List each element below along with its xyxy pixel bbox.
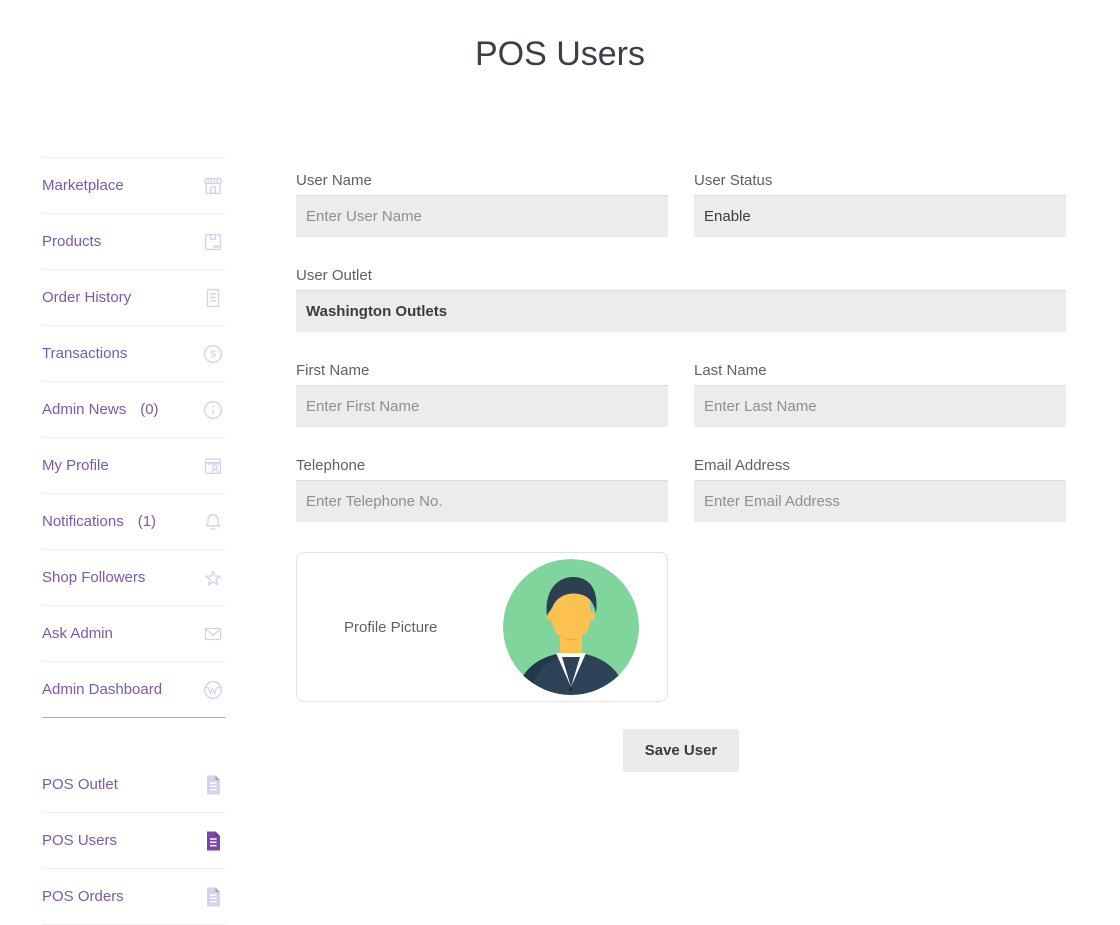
sidebar-item-my-profile[interactable]: My Profile — [42, 438, 225, 494]
sidebar-item-label: Order History — [42, 289, 132, 306]
user-name-label: User Name — [296, 172, 372, 189]
last-name-field-group: Last Name — [694, 362, 1066, 427]
sidebar-item-label: POS Users — [42, 832, 118, 849]
sidebar-pos-list: POS Outlet POS Users POS Orders — [42, 757, 225, 925]
sidebar-item-ask-admin[interactable]: Ask Admin — [42, 606, 225, 662]
sidebar-item-pos-orders[interactable]: POS Orders — [42, 869, 225, 925]
sidebar-item-label: Transactions — [42, 345, 128, 362]
email-address-field-group: Email Address — [694, 457, 1066, 522]
sidebar-item-label: Notifications — [42, 513, 124, 530]
pos-user-form: User Name User Status Enable User Outlet… — [296, 172, 1066, 772]
sidebar-item-transactions[interactable]: Transactions — [42, 326, 225, 382]
form-row: First Name Last Name — [296, 362, 1066, 427]
user-status-field-group: User Status Enable — [694, 172, 1066, 237]
sidebar-item-pos-users[interactable]: POS Users — [42, 813, 225, 869]
sidebar-item-products[interactable]: Products — [42, 214, 225, 270]
form-row: User Name User Status Enable — [296, 172, 1066, 237]
profile-badge-icon — [201, 454, 225, 478]
sidebar-item-label: POS Outlet — [42, 776, 118, 793]
sidebar-item-label: Ask Admin — [42, 625, 113, 642]
wordpress-icon — [201, 678, 225, 702]
page-title: POS Users — [474, 34, 646, 73]
product-box-icon — [201, 230, 225, 254]
profile-picture-card: Profile Picture — [296, 552, 668, 702]
dollar-circle-icon — [201, 342, 225, 366]
user-outlet-field-group: User Outlet Washington Outlets — [296, 267, 1066, 332]
sidebar-item-pos-outlet[interactable]: POS Outlet — [42, 757, 225, 813]
telephone-input[interactable] — [296, 480, 668, 522]
sidebar-item-order-history[interactable]: Order History — [42, 270, 225, 326]
sidebar: Marketplace Products Order History Transact… — [42, 157, 225, 925]
user-status-select[interactable]: Enable — [694, 195, 1066, 237]
user-outlet-select[interactable]: Washington Outlets — [296, 290, 1066, 332]
sidebar-main-list: Marketplace Products Order History Transact… — [42, 157, 225, 718]
sidebar-item-notifications[interactable]: Notifications (1) — [42, 494, 225, 550]
sidebar-item-label: Products — [42, 233, 102, 250]
storefront-icon — [201, 174, 225, 198]
sidebar-item-admin-dashboard[interactable]: Admin Dashboard — [42, 662, 225, 718]
email-address-input[interactable] — [694, 480, 1066, 522]
form-row: User Outlet Washington Outlets — [296, 267, 1066, 332]
form-row: Telephone Email Address — [296, 457, 1066, 522]
first-name-field-group: First Name — [296, 362, 668, 427]
user-name-field-group: User Name — [296, 172, 668, 237]
sidebar-item-marketplace[interactable]: Marketplace — [42, 158, 225, 214]
first-name-input[interactable] — [296, 385, 668, 427]
file-icon — [201, 885, 225, 909]
sidebar-item-label: Admin Dashboard — [42, 681, 163, 698]
email-address-label: Email Address — [694, 457, 790, 474]
info-circle-icon — [201, 398, 225, 422]
profile-avatar-image[interactable] — [503, 559, 639, 695]
last-name-label: Last Name — [694, 362, 767, 379]
file-icon — [201, 773, 225, 797]
sidebar-item-shop-followers[interactable]: Shop Followers — [42, 550, 225, 606]
last-name-input[interactable] — [694, 385, 1066, 427]
sidebar-item-label: POS Orders — [42, 888, 124, 905]
avatar-man-illustration — [503, 559, 639, 695]
order-document-icon — [201, 286, 225, 310]
user-name-input[interactable] — [296, 195, 668, 237]
sidebar-item-count-badge: (0) — [140, 401, 159, 418]
user-outlet-label: User Outlet — [296, 267, 372, 284]
first-name-label: First Name — [296, 362, 370, 379]
file-icon — [201, 829, 225, 853]
telephone-label: Telephone — [296, 457, 366, 474]
save-user-button[interactable]: Save User — [622, 729, 740, 772]
sidebar-item-label: My Profile — [42, 457, 109, 474]
sidebar-item-label: Shop Followers — [42, 569, 146, 586]
star-icon — [201, 566, 225, 590]
sidebar-item-label: Admin News — [42, 401, 127, 418]
profile-picture-label: Profile Picture — [344, 618, 438, 636]
user-status-label: User Status — [694, 172, 773, 189]
envelope-icon — [201, 622, 225, 646]
sidebar-item-count-badge: (1) — [137, 513, 157, 530]
sidebar-item-admin-news[interactable]: Admin News (0) — [42, 382, 225, 438]
sidebar-item-label: Marketplace — [42, 177, 124, 194]
bell-icon — [201, 510, 225, 534]
telephone-field-group: Telephone — [296, 457, 668, 522]
